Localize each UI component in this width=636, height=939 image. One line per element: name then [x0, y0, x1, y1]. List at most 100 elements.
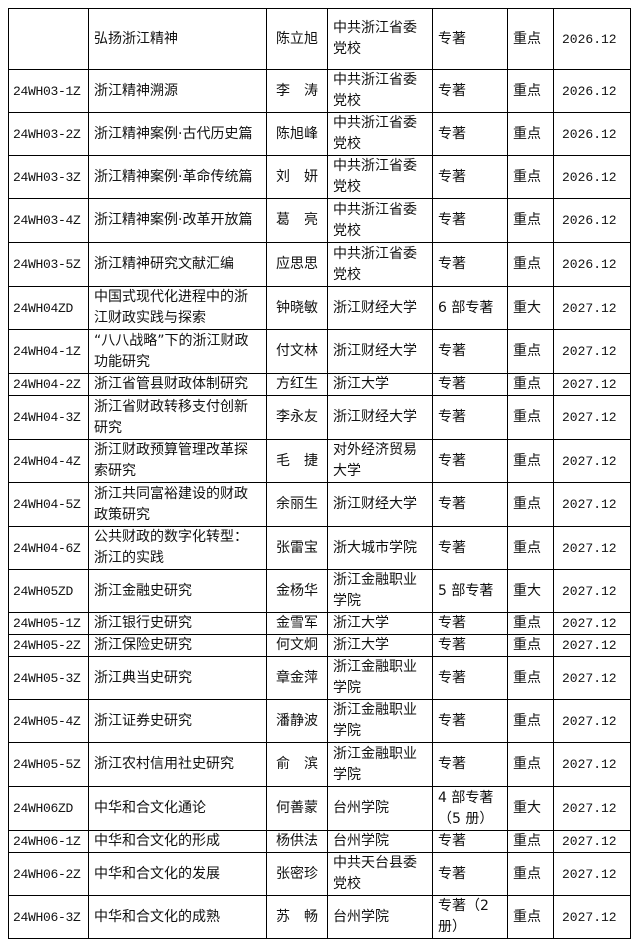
- table-row: 24WH05-3Z 浙江典当史研究 章金萍 浙江金融职业学院 专著 重点 2027.12: [8, 656, 631, 700]
- project-leader-cell: 陈立旭: [266, 8, 328, 70]
- project-code-cell: 24WH05-4Z: [8, 699, 89, 743]
- table-row: 24WH03-3Z 浙江精神案例·革命传统篇刘 妍中共浙江省委党校 专著 重点 2026…: [8, 155, 631, 199]
- project-code-cell: 24WH06-3Z: [8, 895, 89, 939]
- project-level-cell: 重点: [507, 742, 554, 787]
- project-unit-cell: 浙江大学: [327, 612, 433, 635]
- project-leader-cell: 陈旭峰: [266, 112, 328, 156]
- project-level-cell: 重点: [507, 329, 554, 374]
- result-form-cell: 6 部专著: [432, 286, 508, 330]
- completion-date-cell: 2027.12: [553, 634, 631, 657]
- result-form-cell: 专著: [432, 242, 508, 287]
- project-code-cell: [8, 8, 89, 70]
- completion-date-cell: 2027.12: [553, 482, 631, 527]
- project-unit-cell: 浙江金融职业学院: [327, 699, 433, 743]
- project-code-cell: 24WH04-2Z: [8, 373, 89, 396]
- project-unit-cell: 浙江大学: [327, 634, 433, 657]
- project-title-cell: 浙江精神案例·古代历史篇: [88, 112, 267, 156]
- project-title-cell: 浙江精神研究文献汇编: [88, 242, 267, 287]
- result-form-cell: 专著（2 册）: [432, 895, 508, 939]
- table-row: 24WH06-2Z 中华和合文化的发展 张密珍 中共天台县委党校 专著 重点 2027.12: [8, 852, 631, 896]
- completion-date-cell: 2026.12: [553, 198, 631, 243]
- completion-date-cell: 2026.12: [553, 69, 631, 113]
- project-level-cell: 重点: [507, 395, 554, 440]
- project-title-cell: 浙江典当史研究: [88, 656, 267, 700]
- table-row: 24WH06-3Z 中华和合文化的成熟苏 畅台州学院 专著（2 册） 重点 2027.1…: [8, 895, 631, 939]
- project-title-cell: 浙江证券史研究: [88, 699, 267, 743]
- project-code-cell: 24WH05-3Z: [8, 656, 89, 700]
- project-unit-cell: 台州学院: [327, 895, 433, 939]
- project-leader-cell: 付文林: [266, 329, 328, 374]
- result-form-cell: 专著: [432, 634, 508, 657]
- project-code-cell: 24WH03-3Z: [8, 155, 89, 199]
- project-leader-cell: 李永友: [266, 395, 328, 440]
- project-code-cell: 24WH03-5Z: [8, 242, 89, 287]
- project-level-cell: 重点: [507, 8, 554, 70]
- project-leader-cell: 杨供法: [266, 830, 328, 853]
- project-unit-cell: 浙大城市学院: [327, 526, 433, 570]
- project-title-cell: 浙江省管县财政体制研究: [88, 373, 267, 396]
- project-leader-cell: 潘静波: [266, 699, 328, 743]
- result-form-cell: 专著: [432, 830, 508, 853]
- project-code-cell: 24WH04ZD: [8, 286, 89, 330]
- project-unit-cell: 中共浙江省委党校: [327, 112, 433, 156]
- project-level-cell: 重点: [507, 242, 554, 287]
- project-level-cell: 重点: [507, 112, 554, 156]
- completion-date-cell: 2027.12: [553, 786, 631, 831]
- completion-date-cell: 2027.12: [553, 742, 631, 787]
- project-code-cell: 24WH04-1Z: [8, 329, 89, 374]
- completion-date-cell: 2027.12: [553, 656, 631, 700]
- project-unit-cell: 中共浙江省委党校: [327, 155, 433, 199]
- table-row: 24WH05-4Z 浙江证券史研究 潘静波 浙江金融职业学院 专著 重点 2027.12: [8, 699, 631, 743]
- project-title-cell: 中华和合文化通论: [88, 786, 267, 831]
- completion-date-cell: 2026.12: [553, 112, 631, 156]
- project-unit-cell: 浙江金融职业学院: [327, 656, 433, 700]
- table-row: 24WH04-2Z 浙江省管县财政体制研究 方红生 浙江大学 专著 重点 2027.12: [8, 373, 631, 396]
- project-title-cell: 浙江省财政转移支付创新研究: [88, 395, 267, 440]
- project-level-cell: 重点: [507, 526, 554, 570]
- result-form-cell: 专著: [432, 8, 508, 70]
- project-code-cell: 24WH05-2Z: [8, 634, 89, 657]
- project-leader-cell: 葛 亮: [266, 198, 328, 243]
- table-row: 24WH06-1Z 中华和合文化的形成 杨供法 台州学院 专著 重点 2027.12: [8, 830, 631, 853]
- completion-date-cell: 2027.12: [553, 526, 631, 570]
- project-leader-cell: 张雷宝: [266, 526, 328, 570]
- project-unit-cell: 中共浙江省委党校: [327, 242, 433, 287]
- project-level-cell: 重点: [507, 895, 554, 939]
- project-code-cell: 24WH05-1Z: [8, 612, 89, 635]
- project-code-cell: 24WH04-6Z: [8, 526, 89, 570]
- project-title-cell: 浙江农村信用社史研究: [88, 742, 267, 787]
- project-title-cell: 中国式现代化进程中的浙江财政实践与探索: [88, 286, 267, 330]
- project-title-cell: 浙江金融史研究: [88, 569, 267, 613]
- completion-date-cell: 2026.12: [553, 8, 631, 70]
- table-row: 24WH04-3Z 浙江省财政转移支付创新研究 李永友 浙江财经大学 专著 重点 2027.…: [8, 395, 631, 440]
- project-unit-cell: 浙江财经大学: [327, 395, 433, 440]
- project-level-cell: 重点: [507, 612, 554, 635]
- project-level-cell: 重点: [507, 634, 554, 657]
- project-title-cell: 浙江保险史研究: [88, 634, 267, 657]
- project-title-cell: 浙江精神案例·革命传统篇: [88, 155, 267, 199]
- project-code-cell: 24WH03-4Z: [8, 198, 89, 243]
- completion-date-cell: 2027.12: [553, 286, 631, 330]
- project-code-cell: 24WH03-2Z: [8, 112, 89, 156]
- completion-date-cell: 2027.12: [553, 373, 631, 396]
- completion-date-cell: 2027.12: [553, 852, 631, 896]
- project-unit-cell: 浙江财经大学: [327, 482, 433, 527]
- project-leader-cell: 余丽生: [266, 482, 328, 527]
- table-row: 弘扬浙江精神 陈立旭 中共浙江省委党校 专著 重点 2026.12: [8, 8, 631, 70]
- result-form-cell: 5 部专著: [432, 569, 508, 613]
- result-form-cell: 专著: [432, 439, 508, 483]
- completion-date-cell: 2027.12: [553, 395, 631, 440]
- project-leader-cell: 张密珍: [266, 852, 328, 896]
- completion-date-cell: 2027.12: [553, 329, 631, 374]
- project-title-cell: 中华和合文化的发展: [88, 852, 267, 896]
- project-leader-cell: 李 涛: [266, 69, 328, 113]
- project-title-cell: 浙江精神案例·改革开放篇: [88, 198, 267, 243]
- project-level-cell: 重点: [507, 198, 554, 243]
- project-level-cell: 重点: [507, 482, 554, 527]
- project-unit-cell: 中共浙江省委党校: [327, 69, 433, 113]
- project-leader-cell: 苏 畅: [266, 895, 328, 939]
- project-title-cell: 浙江共同富裕建设的财政政策研究: [88, 482, 267, 527]
- project-title-cell: “八八战略”下的浙江财政功能研究: [88, 329, 267, 374]
- project-unit-cell: 浙江大学: [327, 373, 433, 396]
- project-title-cell: 公共财政的数字化转型：浙江的实践: [88, 526, 267, 570]
